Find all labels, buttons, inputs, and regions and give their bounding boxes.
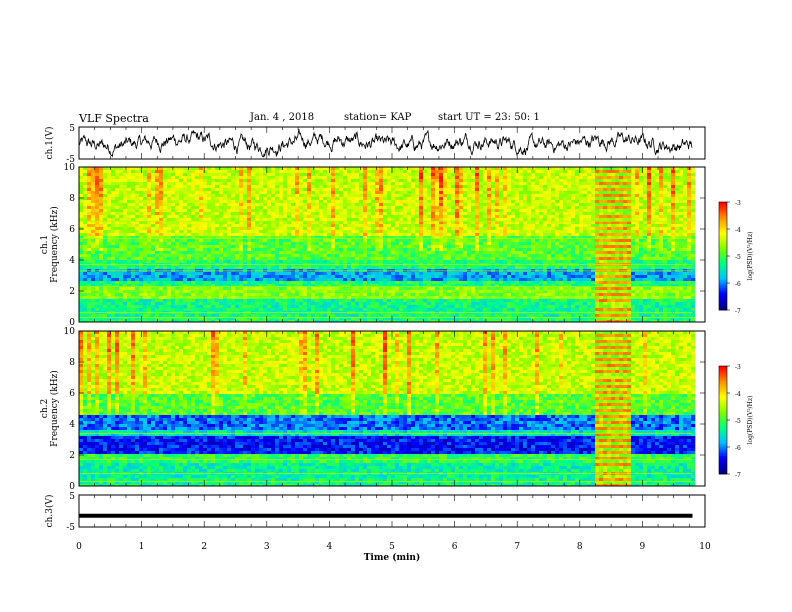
- ch3-ytick-label: -5: [66, 523, 75, 533]
- ch2-ytick-label: 10: [64, 327, 76, 337]
- ch3-waveform-ylabel: ch.3(V): [44, 495, 55, 528]
- x-tick-label: 2: [201, 542, 207, 552]
- ch1-ytick-label: 2: [69, 287, 75, 297]
- ch1-colorbar-tick-label: -3: [735, 200, 741, 207]
- x-tick-label: 5: [389, 542, 395, 552]
- ch2-ytick-label: 2: [69, 451, 75, 461]
- x-tick-label: 1: [139, 542, 145, 552]
- start-time-label: start UT = 23: 50: 1: [438, 112, 540, 123]
- ch2-colorbar-tick-label: -7: [735, 472, 741, 479]
- station-label: station= KAP: [344, 112, 412, 123]
- x-tick-label: 0: [76, 542, 82, 552]
- ch1-spectrogram-cells: [79, 167, 696, 323]
- date-label: Jan. 4 , 2018: [250, 112, 315, 123]
- x-tick-label: 3: [264, 542, 270, 552]
- ch1-ytick-label: -5: [66, 155, 75, 165]
- ch2-ytick-label: 8: [69, 358, 75, 368]
- ch2-ytick-label: 6: [69, 389, 75, 399]
- ch1-colorbar-tick-label: -4: [735, 227, 741, 234]
- ch2-colorbar-tick-label: -5: [735, 418, 741, 425]
- ch2-ytick-label: 0: [69, 482, 75, 492]
- ch1-waveform-ylabel: ch.1(V): [44, 127, 55, 160]
- ch2-colorbar-tick-label: -3: [735, 364, 741, 371]
- ch3-ytick-label: 5: [69, 492, 75, 502]
- ch2-colorbar-label: log(PSD)(V²/Hz): [747, 396, 754, 445]
- ch1-ytick-label: 6: [69, 225, 75, 235]
- x-tick-label: 9: [640, 542, 646, 552]
- ch1-ytick-label: 4: [69, 256, 75, 266]
- ch2-colorbar: [719, 366, 727, 475]
- ch1-ytick-label: 5: [69, 124, 75, 134]
- ch1-colorbar-tick-label: -7: [735, 308, 741, 315]
- ch1-colorbar-tick-label: -6: [735, 281, 741, 288]
- ch1-colorbar: [719, 202, 727, 311]
- ch1-colorbar-label: log(PSD)(V²/Hz): [747, 232, 754, 281]
- ch2-colorbar-tick-label: -4: [735, 391, 741, 398]
- ch2-colorbar-tick-label: -6: [735, 445, 741, 452]
- figure-title: VLF Spectra: [79, 112, 149, 125]
- x-axis-label: Time (min): [364, 552, 421, 563]
- ch2-spectrogram-ylabel: ch.2Frequency (kHz): [40, 370, 60, 447]
- ch1-ytick-label: 0: [69, 318, 75, 328]
- x-tick-label: 10: [699, 542, 711, 552]
- ch1-ytick-label: 10: [64, 163, 76, 173]
- ch1-waveform-trace: [78, 129, 693, 158]
- ch2-spectrogram-cells: [79, 331, 696, 487]
- ch1-ytick-label: 8: [69, 194, 75, 204]
- x-tick-label: 8: [577, 542, 583, 552]
- ch1-spectrogram-ylabel: ch.1Frequency (kHz): [40, 206, 60, 283]
- ch1-colorbar-tick-label: -5: [735, 254, 741, 261]
- x-tick-label: 6: [452, 542, 458, 552]
- ch2-ytick-label: 4: [69, 420, 75, 430]
- x-tick-label: 7: [514, 542, 520, 552]
- x-tick-label: 4: [327, 542, 333, 552]
